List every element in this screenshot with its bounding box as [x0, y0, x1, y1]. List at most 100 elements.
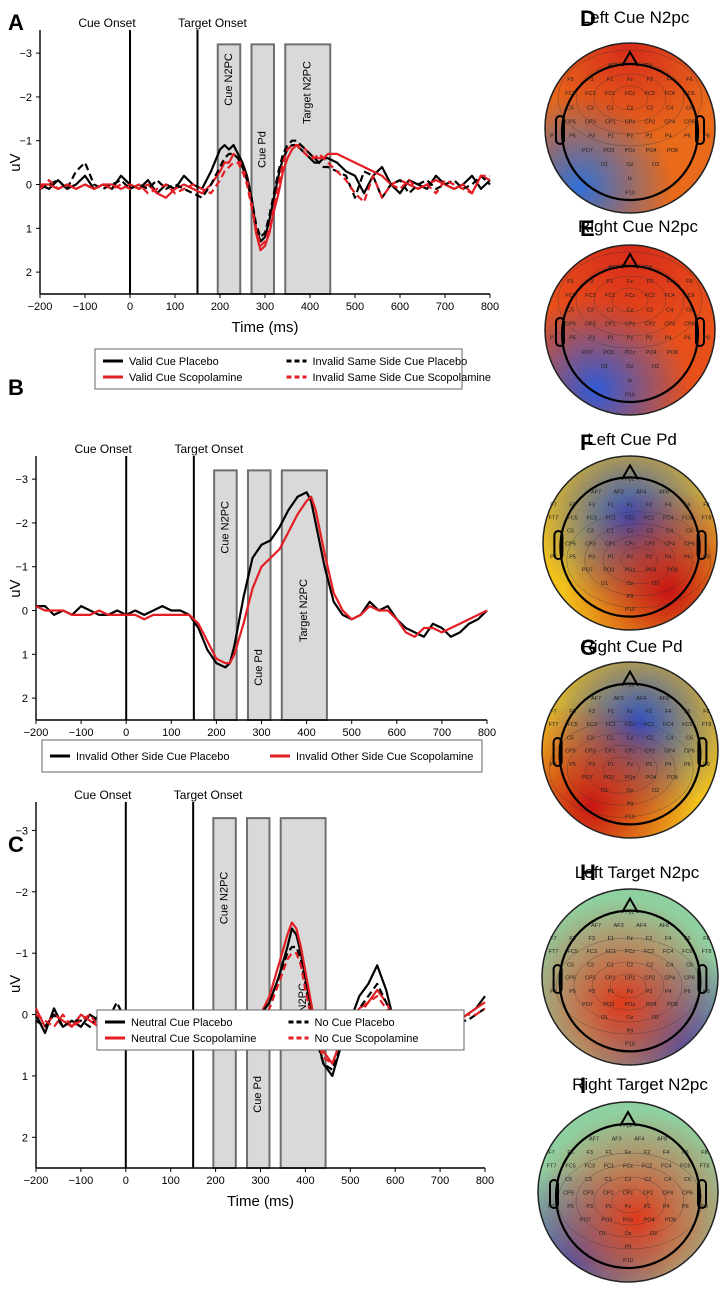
electrode-label: CP3: [583, 1191, 594, 1197]
electrode-label: AF4: [636, 489, 646, 495]
electrode-label: CP5: [565, 749, 576, 755]
electrode-label: F1: [608, 502, 614, 508]
electrode-label: Pz: [625, 1204, 632, 1210]
event-marker-label: Target Onset: [174, 442, 243, 456]
map-hot-region: [545, 245, 715, 415]
x-tick-label: −200: [28, 301, 53, 313]
y-tick-label: 1: [22, 1071, 28, 1083]
x-tick-label: 800: [478, 727, 496, 739]
x-tick-label: 200: [211, 301, 229, 313]
y-tick-label: 2: [22, 1132, 28, 1144]
electrode-label: CP2: [644, 749, 655, 755]
electrode-label: FT7: [549, 516, 559, 522]
electrode-label: F6: [684, 502, 690, 508]
electrode-label: F7: [550, 936, 556, 942]
electrode-label: C1: [607, 105, 614, 111]
series-line: [36, 491, 488, 669]
head-outline: [560, 264, 700, 404]
electrode-label: Cz: [627, 962, 634, 968]
electrode-label: P10: [623, 1258, 633, 1264]
electrode-label: F5: [567, 279, 573, 285]
legend-label: Invalid Same Side Cue Scopolamine: [313, 372, 492, 384]
electrode-label: CP4: [664, 542, 675, 548]
scalp-map: [538, 1102, 718, 1282]
y-tick-label: 0: [26, 180, 32, 192]
electrode-label: AF7: [589, 1137, 599, 1143]
electrode-label: P7: [548, 1204, 555, 1210]
electrode-label: CP2: [644, 976, 655, 982]
electrode-label: O1: [601, 581, 608, 587]
y-axis-label: uV: [7, 975, 24, 993]
electrode-label: F3: [587, 279, 593, 285]
topomap-title: Right Cue N2pc: [578, 217, 699, 236]
electrode-label: C2: [646, 962, 653, 968]
electrode-label: FC6: [682, 949, 692, 955]
electrode-label: PO7: [582, 1002, 593, 1008]
legend-label: Valid Cue Placebo: [129, 356, 219, 368]
electrode-label: P5: [569, 989, 576, 995]
analysis-window: [284, 43, 332, 296]
right-ear: [695, 317, 705, 347]
scalp-map: [542, 662, 718, 838]
electrode-label: F5: [567, 1150, 573, 1156]
electrode-label: FC4: [663, 949, 673, 955]
electrode-label: P5: [569, 134, 576, 140]
electrode-label: F6: [684, 709, 690, 715]
contour-line: [602, 535, 676, 585]
electrode-label: FC2: [644, 722, 654, 728]
electrode-label: PO7: [582, 568, 593, 574]
electrode-label: C4: [666, 307, 673, 313]
electrode-label: Iz: [628, 176, 633, 182]
electrode-label: P4: [665, 134, 672, 140]
electrode-label: P2: [644, 1204, 651, 1210]
electrode-label: P9: [625, 1245, 632, 1251]
nose: [621, 896, 639, 914]
electrode-label: POz: [625, 775, 636, 781]
electrode-label: F2: [646, 936, 652, 942]
electrode-label: Fz: [627, 502, 633, 508]
electrode-label: POz: [625, 1002, 636, 1008]
x-tick-label: 500: [341, 1175, 359, 1187]
window-label: Cue Pd: [257, 131, 269, 168]
electrode-label: C5: [565, 1177, 572, 1183]
contour-line: [593, 275, 667, 325]
electrode-label: CP3: [585, 542, 596, 548]
legend-label: Invalid Other Side Cue Placebo: [76, 751, 229, 763]
x-axis-label: Time (ms): [232, 319, 299, 336]
event-marker-label: Cue Onset: [75, 442, 133, 456]
x-tick-label: 300: [251, 1175, 269, 1187]
electrode-label: Fz: [627, 77, 633, 83]
x-axis-label: Time (ms): [227, 1193, 294, 1210]
scalp-map: [545, 43, 715, 213]
electrode-label: F8: [703, 502, 709, 508]
left-ear: [553, 530, 564, 560]
electrode-label: PO4: [646, 568, 657, 574]
electrode-label: CPz: [625, 321, 636, 327]
electrode-label: O2: [652, 788, 659, 794]
legend: Invalid Other Side Cue Placebo Invalid Ot…: [41, 739, 483, 773]
electrode-label: C3: [587, 735, 594, 741]
electrode-label: C1: [605, 1177, 612, 1183]
electrode-label: C2: [646, 105, 653, 111]
electrode-label: CP3: [585, 321, 596, 327]
electrode-label: C2: [646, 307, 653, 313]
electrode-label: CP2: [644, 542, 655, 548]
electrode-label: P6: [684, 989, 691, 995]
window-label: Cue Pd: [252, 1076, 264, 1113]
y-tick-label: −1: [19, 136, 32, 148]
electrode-label: FC6: [684, 91, 694, 97]
electrode-label: PO8: [667, 350, 678, 356]
electrode-label: C3: [585, 1177, 592, 1183]
legend-label: No Cue Placebo: [315, 1017, 395, 1029]
head-outline: [558, 909, 702, 1053]
legend-box: [41, 739, 483, 773]
electrode-label: F3: [587, 1150, 593, 1156]
electrode-label: FT8: [702, 722, 712, 728]
electrode-label: Oz: [626, 788, 633, 794]
head-outline: [554, 1122, 702, 1270]
event-marker-label: Target Onset: [174, 788, 243, 802]
electrode-label: PO4: [646, 1002, 657, 1008]
analysis-window: [250, 43, 275, 296]
